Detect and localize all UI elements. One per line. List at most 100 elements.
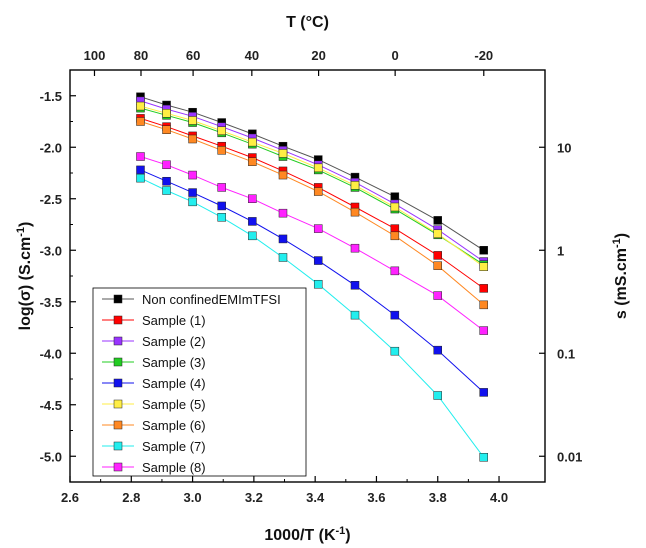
data-point bbox=[479, 453, 488, 462]
data-point bbox=[136, 152, 145, 161]
y-tick-label: -1.5 bbox=[40, 89, 62, 104]
data-point bbox=[188, 197, 197, 207]
top-axis-title: T (°C) bbox=[286, 14, 329, 31]
legend-item: Sample (2) bbox=[102, 334, 206, 349]
data-point bbox=[136, 165, 145, 175]
x-axis-title: 1000/T (K-1) bbox=[264, 525, 350, 544]
data-point bbox=[390, 224, 400, 233]
top-tick-label: 80 bbox=[134, 48, 148, 63]
data-point bbox=[248, 137, 257, 147]
data-point bbox=[188, 170, 197, 180]
series-5 bbox=[136, 101, 488, 271]
data-point bbox=[188, 134, 197, 144]
x-tick-label: 3.2 bbox=[245, 490, 263, 505]
legend-item: Sample (1) bbox=[102, 313, 206, 328]
top-tick-label: 40 bbox=[245, 48, 259, 63]
axis-ticks: 2.6 2.8 3.0 3.2 3.4 3.6 3.8 4.0 -1.5 -2.0 -2.5 -3.0… bbox=[40, 48, 583, 505]
legend-label: Non confinedEMImTFSI bbox=[142, 292, 281, 307]
data-point bbox=[313, 279, 323, 289]
legend-label: Sample (8) bbox=[142, 460, 206, 475]
series-6 bbox=[136, 117, 488, 310]
legend-item: Sample (7) bbox=[102, 439, 206, 454]
legend-item: Sample (5) bbox=[102, 397, 206, 412]
y-tick-label: -3.0 bbox=[40, 243, 62, 258]
x-tick-label: 3.4 bbox=[306, 490, 325, 505]
data-point bbox=[433, 251, 442, 260]
data-point bbox=[479, 246, 488, 255]
data-point bbox=[433, 229, 442, 239]
data-point bbox=[390, 202, 400, 212]
data-point bbox=[278, 234, 288, 244]
top-tick-label: 0 bbox=[392, 48, 399, 63]
x-tick-label: 3.8 bbox=[429, 490, 447, 505]
x-tick-label: 2.6 bbox=[61, 490, 79, 505]
series-7 bbox=[136, 173, 488, 462]
y-tick-label: -5.0 bbox=[40, 449, 62, 464]
right-axis-title: s (mS.cm-1) bbox=[611, 233, 630, 319]
data-point bbox=[188, 188, 197, 197]
legend-label: Sample (5) bbox=[142, 397, 206, 412]
x-tick-label: 2.8 bbox=[122, 490, 140, 505]
right-tick-label: 0.1 bbox=[557, 346, 575, 361]
data-point bbox=[313, 163, 323, 173]
data-point bbox=[248, 217, 257, 226]
series-3 bbox=[136, 103, 488, 269]
legend-item: Sample (3) bbox=[102, 355, 206, 370]
data-point bbox=[390, 231, 400, 241]
legend-marker bbox=[113, 357, 123, 367]
legend-marker bbox=[113, 441, 123, 451]
data-point bbox=[278, 208, 288, 218]
legend-label: Sample (1) bbox=[142, 313, 206, 328]
data-point bbox=[248, 194, 257, 203]
legend-item: Sample (8) bbox=[102, 460, 206, 475]
y-tick-label: -2.5 bbox=[40, 192, 62, 207]
legend-items: Non confinedEMImTFSI Sample (1) Sample (2)… bbox=[102, 292, 281, 475]
series-layer bbox=[136, 92, 488, 462]
data-point bbox=[248, 231, 257, 241]
legend-label: Sample (6) bbox=[142, 418, 206, 433]
top-tick-label: 20 bbox=[311, 48, 325, 63]
data-point bbox=[433, 261, 442, 270]
data-point bbox=[313, 224, 323, 233]
data-point bbox=[217, 183, 226, 192]
x-tick-label: 4.0 bbox=[490, 490, 508, 505]
series-line bbox=[140, 105, 484, 268]
data-point bbox=[162, 125, 171, 134]
legend-label: Sample (4) bbox=[142, 376, 206, 391]
data-point bbox=[479, 388, 488, 397]
legend-label: Sample (3) bbox=[142, 355, 206, 370]
legend-marker bbox=[113, 399, 123, 409]
data-point bbox=[390, 310, 400, 320]
data-point bbox=[433, 216, 442, 225]
data-point bbox=[136, 173, 145, 183]
legend-marker bbox=[113, 462, 123, 472]
series-line bbox=[140, 107, 484, 266]
top-tick-label: -20 bbox=[474, 48, 493, 63]
y-axis-title: log(σ) (S.cm-1) bbox=[15, 222, 34, 331]
series-4 bbox=[136, 165, 488, 397]
data-point bbox=[162, 109, 171, 118]
data-point bbox=[278, 170, 288, 180]
right-tick-label: 1 bbox=[557, 243, 564, 258]
right-tick-label: 0.01 bbox=[557, 449, 582, 464]
y-tick-label: -3.5 bbox=[40, 295, 62, 310]
data-point bbox=[350, 243, 360, 253]
data-point bbox=[390, 266, 400, 276]
x-tick-label: 3.0 bbox=[184, 490, 202, 505]
y-tick-label: -4.5 bbox=[40, 398, 62, 413]
y-tick-label: -4.0 bbox=[40, 346, 62, 361]
data-point bbox=[350, 207, 360, 217]
data-point bbox=[217, 126, 226, 136]
data-point bbox=[479, 262, 488, 271]
data-point bbox=[313, 256, 323, 265]
data-point bbox=[433, 391, 442, 400]
x-tick-label: 3.6 bbox=[367, 490, 385, 505]
data-point bbox=[217, 146, 226, 155]
data-point bbox=[479, 300, 488, 310]
data-point bbox=[350, 310, 360, 320]
legend-item: Non confinedEMImTFSI bbox=[102, 292, 281, 307]
legend-marker bbox=[113, 294, 123, 304]
legend-item: Sample (4) bbox=[102, 376, 206, 391]
data-point bbox=[390, 346, 400, 356]
